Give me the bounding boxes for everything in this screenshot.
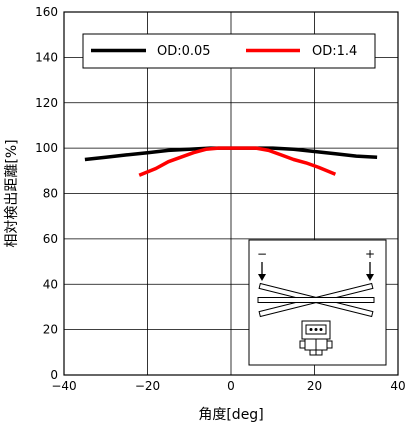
inset-plus-label: + <box>365 247 375 261</box>
legend-label-series-0: OD:0.05 <box>157 44 211 59</box>
y-tick-label: 60 <box>43 232 58 246</box>
y-tick-label: 120 <box>35 96 58 110</box>
y-tick-label: 80 <box>43 187 58 201</box>
y-axis-label: 相対検出距離[%] <box>3 139 20 247</box>
y-tick-label: 0 <box>50 368 58 382</box>
y-tick-label: 20 <box>43 323 58 337</box>
plot-frame <box>63 11 399 376</box>
inset-diagram: − + <box>248 239 387 366</box>
legend: OD:0.05 OD:1.4 <box>82 33 376 69</box>
y-tick-label: 160 <box>35 5 58 19</box>
inset-minus-label: − <box>257 247 267 261</box>
rotated-target-plates <box>257 282 375 318</box>
legend-label-series-1: OD:1.4 <box>312 44 357 59</box>
x-tick-label: 40 <box>390 379 405 393</box>
tick-labels: −40 −20 0 20 40 0 20 40 60 80 100 120 140 160 <box>35 5 406 393</box>
x-tick-label: −40 <box>51 379 76 393</box>
series-layer <box>84 146 378 177</box>
x-axis-label: 角度[deg] <box>198 407 263 423</box>
sensor-icon <box>299 320 333 356</box>
y-tick-label: 40 <box>43 277 58 291</box>
x-tick-label: −20 <box>135 379 160 393</box>
y-tick-label: 100 <box>35 141 58 155</box>
y-tick-label: 140 <box>35 50 58 64</box>
x-tick-label: 0 <box>227 379 235 393</box>
arrow-down-icon <box>258 262 266 281</box>
x-tick-label: 20 <box>307 379 322 393</box>
series-line-1 <box>138 146 337 177</box>
arrow-down-icon <box>366 262 374 281</box>
